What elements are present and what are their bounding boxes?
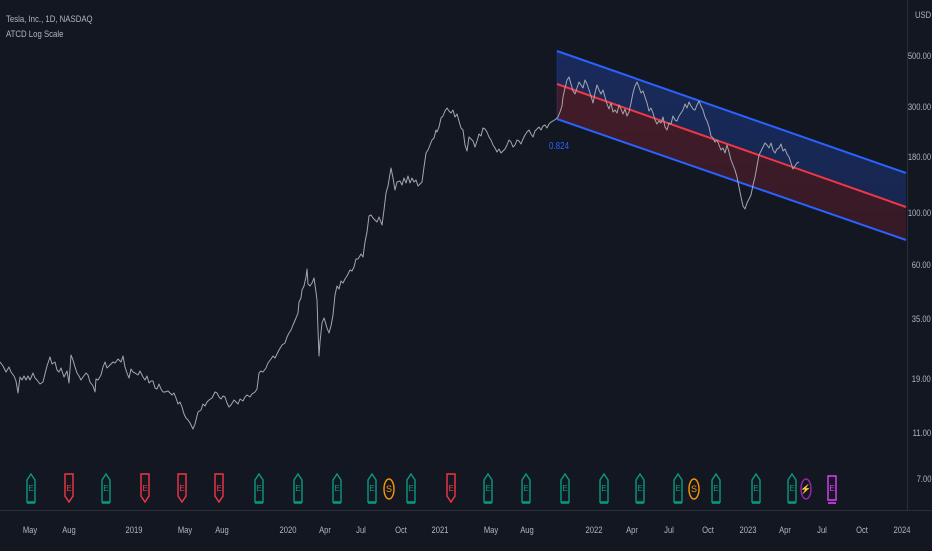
price-tick-label: 7.00 — [916, 474, 931, 485]
time-tick-label: Apr — [626, 525, 638, 536]
time-tick-label: Aug — [215, 525, 229, 536]
svg-text:E: E — [179, 484, 184, 493]
earnings-miss-icon[interactable]: E — [64, 473, 74, 504]
time-axis[interactable]: May Aug 2019 May Aug 2020 Apr Jul Oct 2021 May Aug 2… — [0, 510, 932, 551]
svg-text:E: E — [523, 484, 528, 493]
svg-text:S: S — [691, 484, 697, 494]
svg-text:E: E — [675, 484, 680, 493]
channel-upper-line[interactable] — [556, 50, 907, 174]
svg-text:E: E — [142, 484, 147, 493]
time-tick-label: 2022 — [585, 525, 603, 536]
price-tick-label: 19.00 — [911, 374, 931, 385]
chart-legend: Tesla, Inc., 1D, NASDAQ ATCD Log Scale — [6, 12, 93, 42]
time-tick-label: 2023 — [739, 525, 757, 536]
time-tick-label: May — [177, 525, 193, 536]
price-line[interactable] — [0, 76, 800, 430]
svg-text:E: E — [485, 484, 490, 493]
svg-text:E: E — [829, 484, 834, 493]
time-tick-label: May — [483, 525, 499, 536]
price-tick-label: 60.00 — [911, 260, 931, 271]
time-tick-label: May — [22, 525, 38, 536]
earnings-beat-icon[interactable]: E — [751, 472, 761, 504]
price-axis[interactable]: USD 500.00 300.00 180.00 100.00 60.00 35.00 19… — [907, 0, 932, 510]
svg-text:E: E — [448, 484, 453, 493]
svg-text:E: E — [256, 484, 261, 493]
dividend-icon[interactable]: ⚡ — [800, 478, 812, 500]
time-tick-label: 2021 — [431, 525, 449, 536]
earnings-beat-icon[interactable]: E — [521, 472, 531, 504]
earnings-beat-icon[interactable]: E — [101, 472, 111, 504]
split-icon[interactable]: S — [688, 478, 700, 500]
earnings-beat-icon[interactable]: E — [254, 472, 264, 504]
time-tick-label: 2019 — [125, 525, 143, 536]
time-tick-label: Jul — [356, 525, 366, 536]
split-icon[interactable]: S — [383, 478, 395, 500]
svg-text:E: E — [66, 484, 71, 493]
svg-text:E: E — [216, 484, 221, 493]
svg-text:E: E — [601, 484, 606, 493]
currency-label[interactable]: USD — [914, 10, 931, 21]
earnings-beat-icon[interactable]: E — [483, 472, 493, 504]
time-tick-label: 2020 — [279, 525, 297, 536]
earnings-beat-icon[interactable]: E — [406, 472, 416, 504]
time-tick-label: 2024 — [893, 525, 911, 536]
svg-text:S: S — [386, 484, 392, 494]
svg-text:E: E — [789, 484, 794, 493]
time-tick-label: Apr — [319, 525, 331, 536]
events-row: E E E E E E E E E E S E E E E E E E E S E E E ⚡ E — [26, 472, 837, 504]
svg-text:E: E — [637, 484, 642, 493]
price-tick-label: 500.00 — [907, 51, 931, 62]
svg-text:E: E — [103, 484, 108, 493]
svg-text:⚡: ⚡ — [800, 483, 811, 495]
time-tick-label: Oct — [702, 525, 714, 536]
time-tick-label: Aug — [62, 525, 76, 536]
earnings-beat-icon[interactable]: E — [332, 472, 342, 504]
price-tick-label: 35.00 — [911, 314, 931, 325]
earnings-miss-icon[interactable]: E — [214, 473, 224, 504]
future-earnings-icon[interactable]: E — [827, 475, 837, 504]
svg-text:E: E — [295, 484, 300, 493]
indicator-title[interactable]: ATCD Log Scale — [6, 29, 64, 40]
time-tick-label: Jul — [664, 525, 674, 536]
time-tick-label: Aug — [520, 525, 534, 536]
svg-text:E: E — [562, 484, 567, 493]
earnings-miss-icon[interactable]: E — [446, 473, 456, 504]
earnings-beat-icon[interactable]: E — [293, 472, 303, 504]
earnings-beat-icon[interactable]: E — [635, 472, 645, 504]
channel-mid-line[interactable] — [556, 83, 907, 208]
svg-text:E: E — [334, 484, 339, 493]
symbol-title[interactable]: Tesla, Inc., 1D, NASDAQ — [6, 14, 93, 25]
time-tick-label: Apr — [779, 525, 791, 536]
earnings-miss-icon[interactable]: E — [177, 473, 187, 504]
channel-upper-fill — [557, 51, 906, 207]
price-tick-label: 11.00 — [912, 428, 931, 439]
svg-text:E: E — [753, 484, 758, 493]
earnings-miss-icon[interactable]: E — [140, 473, 150, 504]
time-tick-label: Oct — [856, 525, 868, 536]
earnings-beat-icon[interactable]: E — [599, 472, 609, 504]
svg-text:E: E — [28, 484, 33, 493]
earnings-beat-icon[interactable]: E — [787, 472, 797, 504]
price-tick-label: 100.00 — [907, 208, 931, 219]
channel-correlation-label: 0.824 — [549, 141, 570, 152]
channel-lower-line[interactable] — [556, 118, 907, 241]
time-tick-label: Jul — [817, 525, 827, 536]
svg-text:E: E — [408, 484, 413, 493]
earnings-beat-icon[interactable]: E — [367, 472, 377, 504]
time-tick-label: Oct — [395, 525, 407, 536]
earnings-beat-icon[interactable]: E — [560, 472, 570, 504]
svg-text:E: E — [369, 484, 374, 493]
price-tick-label: 180.00 — [907, 152, 931, 163]
chart-pane[interactable]: E E E E E E E E E E S E E E E E E E E S E E E ⚡ E Tesla, Inc., 1… — [0, 0, 907, 510]
price-tick-label: 300.00 — [907, 102, 931, 113]
chart-canvas[interactable]: E E E E E E E E E E S E E E E E E E E S E E E ⚡ E — [0, 0, 907, 510]
svg-text:E: E — [713, 484, 718, 493]
earnings-beat-icon[interactable]: E — [673, 472, 683, 504]
earnings-beat-icon[interactable]: E — [711, 472, 721, 504]
earnings-beat-icon[interactable]: E — [26, 472, 36, 504]
